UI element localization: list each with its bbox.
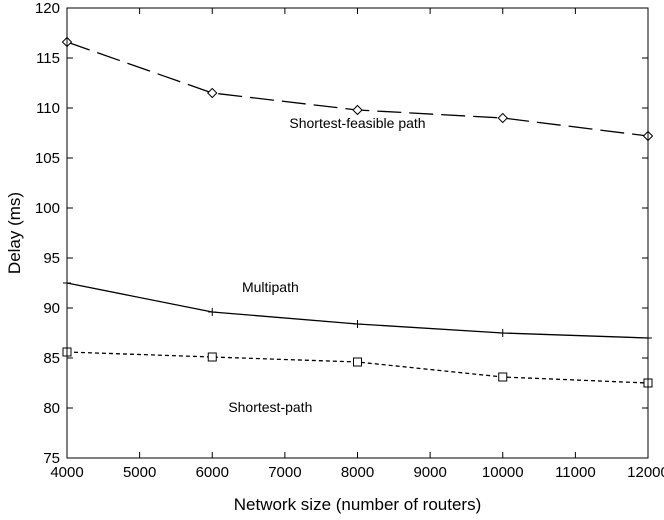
series-annotation: Shortest-path bbox=[228, 399, 312, 415]
axis-ticks: 4000 5000 6000 7000 8000 9000 10000 11000 12000 7… bbox=[35, 0, 664, 481]
series-line bbox=[66, 282, 649, 339]
data-point bbox=[207, 352, 217, 362]
y-tick-label: 95 bbox=[43, 250, 60, 267]
y-tick-label: 85 bbox=[43, 350, 60, 367]
data-point bbox=[353, 320, 362, 328]
y-tick-label: 90 bbox=[43, 300, 60, 317]
y-tick-label: 75 bbox=[43, 450, 60, 467]
series-line bbox=[66, 351, 649, 384]
x-tick-label: 8000 bbox=[341, 464, 374, 481]
data-point bbox=[207, 87, 218, 99]
y-tick-label: 80 bbox=[43, 400, 60, 417]
data-point bbox=[353, 357, 362, 367]
data-point bbox=[208, 308, 217, 316]
x-tick-label: 12000 bbox=[627, 464, 664, 481]
series-2 bbox=[62, 347, 653, 388]
x-tick-label: 6000 bbox=[196, 464, 229, 481]
y-tick-label: 110 bbox=[36, 100, 60, 117]
y-tick-label: 120 bbox=[35, 0, 60, 17]
x-tick-label: 11000 bbox=[555, 464, 596, 481]
x-tick-label: 5000 bbox=[123, 464, 156, 481]
series-layer bbox=[61, 36, 654, 388]
y-axis-label: Delay (ms) bbox=[5, 192, 24, 274]
y-tick-label: 105 bbox=[35, 150, 60, 167]
x-tick-label: 10000 bbox=[482, 464, 524, 481]
series-annotation: Multipath bbox=[242, 279, 299, 295]
data-point bbox=[498, 329, 507, 337]
x-tick-label: 4000 bbox=[50, 464, 83, 481]
data-point bbox=[498, 372, 508, 382]
x-tick-label: 7000 bbox=[268, 464, 301, 481]
x-tick-label: 9000 bbox=[413, 464, 446, 481]
data-point bbox=[352, 104, 363, 116]
y-tick-label: 100 bbox=[35, 200, 60, 217]
data-point bbox=[497, 112, 508, 124]
annotations-layer: Shortest-feasible path Multipath Shortest-… bbox=[228, 115, 425, 415]
y-tick-label: 115 bbox=[36, 50, 60, 67]
series-annotation: Shortest-feasible path bbox=[289, 115, 425, 131]
x-axis-label: Network size (number of routers) bbox=[234, 495, 482, 514]
plot-frame bbox=[66, 7, 649, 459]
series-1 bbox=[63, 279, 652, 342]
